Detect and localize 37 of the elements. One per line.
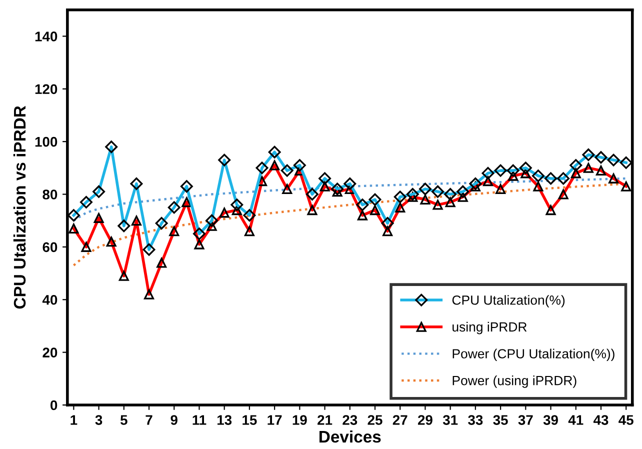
y-tick-label: 20 — [42, 348, 58, 358]
y-tick-label: 100 — [35, 136, 58, 147]
y-tick-label: 60 — [42, 242, 58, 252]
y-axis-title: CPU Utalization vs iPRDR — [13, 106, 26, 309]
x-tick-label: 23 — [342, 415, 358, 425]
legend-label: CPU Utalization(%) — [452, 295, 565, 308]
x-tick-label: 9 — [170, 415, 178, 425]
x-tick-label: 7 — [146, 415, 152, 425]
x-tick-label: 43 — [593, 415, 608, 425]
x-tick-label: 5 — [120, 415, 128, 425]
y-tick-label: 0 — [50, 400, 58, 410]
x-tick-label: 3 — [95, 415, 102, 425]
x-tick-label: 35 — [493, 415, 508, 425]
x-tick-label: 31 — [442, 415, 458, 425]
x-tick-label: 25 — [368, 415, 382, 425]
x-tick-label: 29 — [418, 415, 432, 425]
y-tick-label: 120 — [35, 84, 58, 94]
x-tick-label: 27 — [392, 415, 408, 425]
x-tick-label: 13 — [217, 415, 232, 425]
x-tick-label: 33 — [468, 415, 483, 425]
y-tick-label: 80 — [42, 190, 58, 200]
x-tick-label: 39 — [543, 415, 558, 425]
x-axis-title: Devices — [320, 430, 381, 443]
x-tick-label: 11 — [192, 415, 206, 425]
x-tick-label: 17 — [268, 415, 282, 425]
legend-label: using iPRDR — [452, 322, 527, 334]
y-tick-label: 40 — [42, 294, 58, 305]
x-tick-label: 41 — [568, 415, 584, 425]
legend-label: Power (CPU Utalization(%)) — [452, 348, 614, 362]
x-tick-label: 45 — [618, 415, 634, 425]
x-tick-label: 21 — [318, 415, 332, 425]
x-tick-label: 15 — [242, 415, 257, 425]
y-tick-label: 140 — [35, 32, 58, 42]
x-tick-label: 19 — [292, 415, 307, 425]
x-tick-label: 37 — [518, 415, 533, 425]
x-tick-label: 1 — [70, 415, 78, 425]
legend-label: Power (using iPRDR) — [452, 376, 576, 388]
